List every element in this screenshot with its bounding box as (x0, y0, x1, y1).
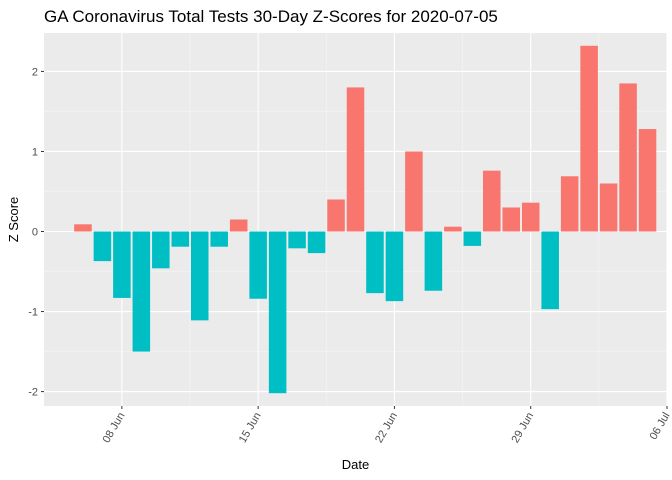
bar (327, 199, 345, 232)
chart-title: GA Coronavirus Total Tests 30-Day Z-Scor… (44, 7, 498, 26)
bar (229, 219, 248, 232)
bar (638, 129, 657, 232)
bar (521, 202, 540, 232)
bar (599, 183, 618, 232)
x-tick-label: 08 Jun (101, 411, 128, 446)
y-tick-label: -2 (28, 387, 38, 399)
y-tick-label: -1 (28, 307, 38, 319)
bar (424, 231, 443, 291)
bar (560, 176, 579, 232)
bar (74, 224, 92, 232)
bar (190, 231, 209, 321)
bar (405, 151, 423, 232)
bar (113, 231, 131, 298)
bar (288, 231, 306, 249)
y-tick-label: 2 (32, 66, 38, 78)
bar (463, 231, 482, 246)
bar (210, 231, 228, 247)
bar (483, 170, 501, 232)
x-tick-label: 29 Jun (509, 411, 536, 446)
bar (366, 231, 384, 294)
bar (580, 45, 598, 232)
x-axis-title: Date (342, 457, 369, 472)
x-tick-label: 15 Jun (237, 411, 264, 446)
bar (249, 231, 267, 299)
bar (346, 87, 365, 232)
bar (268, 231, 287, 394)
bar (132, 231, 151, 352)
bar (307, 231, 326, 254)
bar (171, 231, 190, 247)
bar (93, 231, 112, 262)
bar (502, 207, 521, 232)
bar (619, 83, 637, 232)
y-axis-title: Z Score (6, 197, 21, 243)
y-axis: -2 -1 0 1 2 (28, 66, 44, 399)
y-tick-label: 1 (32, 146, 38, 158)
bar (541, 231, 559, 310)
bar (444, 226, 462, 232)
y-tick-label: 0 (32, 227, 38, 239)
x-tick-label: 22 Jun (373, 411, 400, 446)
bar (152, 231, 170, 269)
bars (74, 45, 657, 394)
x-axis: 08 Jun 15 Jun 22 Jun 29 Jun 06 Jul (101, 406, 672, 445)
x-tick-label: 06 Jul (648, 411, 672, 442)
bar (385, 231, 404, 302)
